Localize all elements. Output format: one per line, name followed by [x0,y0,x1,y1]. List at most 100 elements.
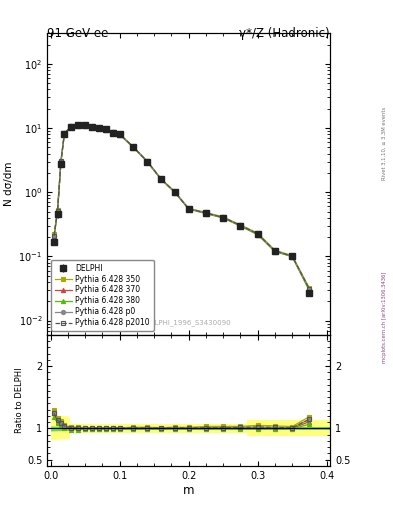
Pythia 6.428 350 [76,122,81,128]
Pythia 6.428 p2010 [76,122,81,128]
Text: DELPHI_1996_S3430090: DELPHI_1996_S3430090 [146,319,231,326]
Pythia 6.428 370 [186,206,191,212]
Pythia 6.428 380 [117,132,122,138]
Pythia 6.428 350 [221,214,226,220]
Pythia 6.428 380 [255,231,260,238]
Pythia 6.428 350 [83,122,88,128]
Pythia 6.428 380 [76,123,81,129]
Pythia 6.428 p2010 [204,210,208,216]
Pythia 6.428 p2010 [117,131,122,137]
Pythia 6.428 370 [145,159,150,165]
Pythia 6.428 350 [59,158,63,164]
Pythia 6.428 p0 [97,125,101,131]
Pythia 6.428 p2010 [290,253,294,259]
Line: Pythia 6.428 350: Pythia 6.428 350 [52,123,312,290]
Pythia 6.428 370 [238,223,243,229]
Pythia 6.428 p0 [62,130,67,136]
Pythia 6.428 370 [90,123,94,130]
Pythia 6.428 380 [110,130,115,136]
Pythia 6.428 380 [69,124,73,131]
Pythia 6.428 p2010 [255,231,260,237]
Pythia 6.428 380 [52,234,57,240]
Y-axis label: N dσ/dm: N dσ/dm [4,162,14,206]
Pythia 6.428 p0 [307,286,312,292]
Pythia 6.428 370 [255,231,260,238]
Pythia 6.428 p0 [103,126,108,133]
Pythia 6.428 p0 [83,122,88,129]
Pythia 6.428 370 [69,123,73,130]
Pythia 6.428 p0 [131,144,136,150]
Y-axis label: Ratio to DELPHI: Ratio to DELPHI [15,368,24,433]
Pythia 6.428 350 [204,209,208,216]
Pythia 6.428 p2010 [273,248,277,254]
Line: Pythia 6.428 p0: Pythia 6.428 p0 [52,123,312,291]
Pythia 6.428 370 [55,208,60,215]
Pythia 6.428 p0 [76,122,81,128]
Pythia 6.428 p0 [69,123,73,130]
Pythia 6.428 370 [290,253,294,260]
Pythia 6.428 370 [52,232,57,239]
Pythia 6.428 380 [131,144,136,151]
Pythia 6.428 380 [173,189,177,196]
Pythia 6.428 370 [62,131,67,137]
Pythia 6.428 p0 [273,248,277,254]
Pythia 6.428 p2010 [238,222,243,228]
Pythia 6.428 350 [52,231,57,238]
Pythia 6.428 350 [255,230,260,236]
Pythia 6.428 p2010 [55,208,60,214]
Pythia 6.428 370 [103,126,108,133]
Pythia 6.428 370 [131,144,136,151]
Pythia 6.428 350 [173,188,177,195]
Pythia 6.428 p2010 [69,123,73,130]
Pythia 6.428 380 [59,159,63,165]
Pythia 6.428 380 [290,253,294,260]
Pythia 6.428 p2010 [62,130,67,136]
Pythia 6.428 370 [110,130,115,136]
Pythia 6.428 350 [159,176,163,182]
Pythia 6.428 380 [103,127,108,133]
Pythia 6.428 p0 [55,208,60,214]
Pythia 6.428 p2010 [83,122,88,129]
Pythia 6.428 350 [290,252,294,259]
Pythia 6.428 p0 [59,158,63,164]
Pythia 6.428 380 [238,223,243,229]
Pythia 6.428 p0 [204,210,208,216]
Pythia 6.428 350 [55,207,60,214]
Pythia 6.428 p2010 [110,130,115,136]
Pythia 6.428 p0 [238,222,243,228]
Pythia 6.428 350 [186,205,191,211]
Pythia 6.428 350 [145,158,150,164]
Pythia 6.428 p2010 [186,206,191,212]
Pythia 6.428 350 [97,125,101,131]
Pythia 6.428 p2010 [59,158,63,164]
Pythia 6.428 p0 [52,232,57,239]
Pythia 6.428 p0 [173,189,177,195]
Text: 91 GeV ee: 91 GeV ee [47,27,108,39]
Pythia 6.428 380 [62,131,67,137]
Pythia 6.428 380 [204,210,208,217]
Pythia 6.428 370 [159,176,163,182]
Pythia 6.428 380 [307,288,312,294]
Pythia 6.428 p0 [290,253,294,259]
Pythia 6.428 370 [59,159,63,165]
Pythia 6.428 p2010 [159,176,163,182]
Pythia 6.428 370 [204,210,208,217]
Text: Rivet 3.1.10, ≥ 3.3M events: Rivet 3.1.10, ≥ 3.3M events [382,106,387,180]
Pythia 6.428 p0 [221,215,226,221]
Pythia 6.428 p2010 [173,189,177,195]
Pythia 6.428 370 [173,189,177,195]
Pythia 6.428 p2010 [52,232,57,239]
Pythia 6.428 p2010 [145,158,150,164]
Pythia 6.428 380 [145,159,150,165]
Pythia 6.428 350 [117,131,122,137]
Pythia 6.428 p0 [110,130,115,136]
Pythia 6.428 p2010 [103,126,108,133]
Pythia 6.428 380 [97,125,101,132]
Pythia 6.428 380 [159,177,163,183]
Pythia 6.428 350 [62,130,67,136]
Pythia 6.428 350 [90,123,94,130]
Pythia 6.428 350 [103,126,108,132]
Pythia 6.428 p0 [145,158,150,164]
Pythia 6.428 350 [273,247,277,253]
X-axis label: m: m [183,483,195,497]
